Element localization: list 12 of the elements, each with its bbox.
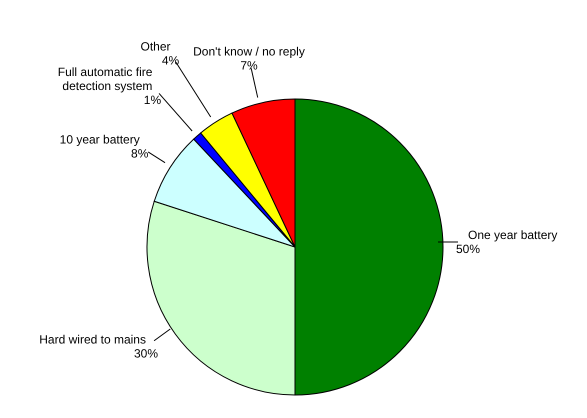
slice-label: One year battery [468,228,558,242]
data-label: 1% [144,92,162,107]
data-label: 7% [240,58,258,73]
slice-label: Don't know / no reply [193,44,305,59]
data-label: 30% [134,346,158,361]
data-label: 50% [456,242,480,256]
slice-label: 10 year battery [60,132,140,147]
slice-label: Full automatic fire detection system [58,64,153,93]
data-label: 4% [162,54,180,68]
slice-label: Hard wired to mains [39,332,146,347]
slice-label: Other [140,40,171,54]
data-label: 8% [131,146,149,161]
